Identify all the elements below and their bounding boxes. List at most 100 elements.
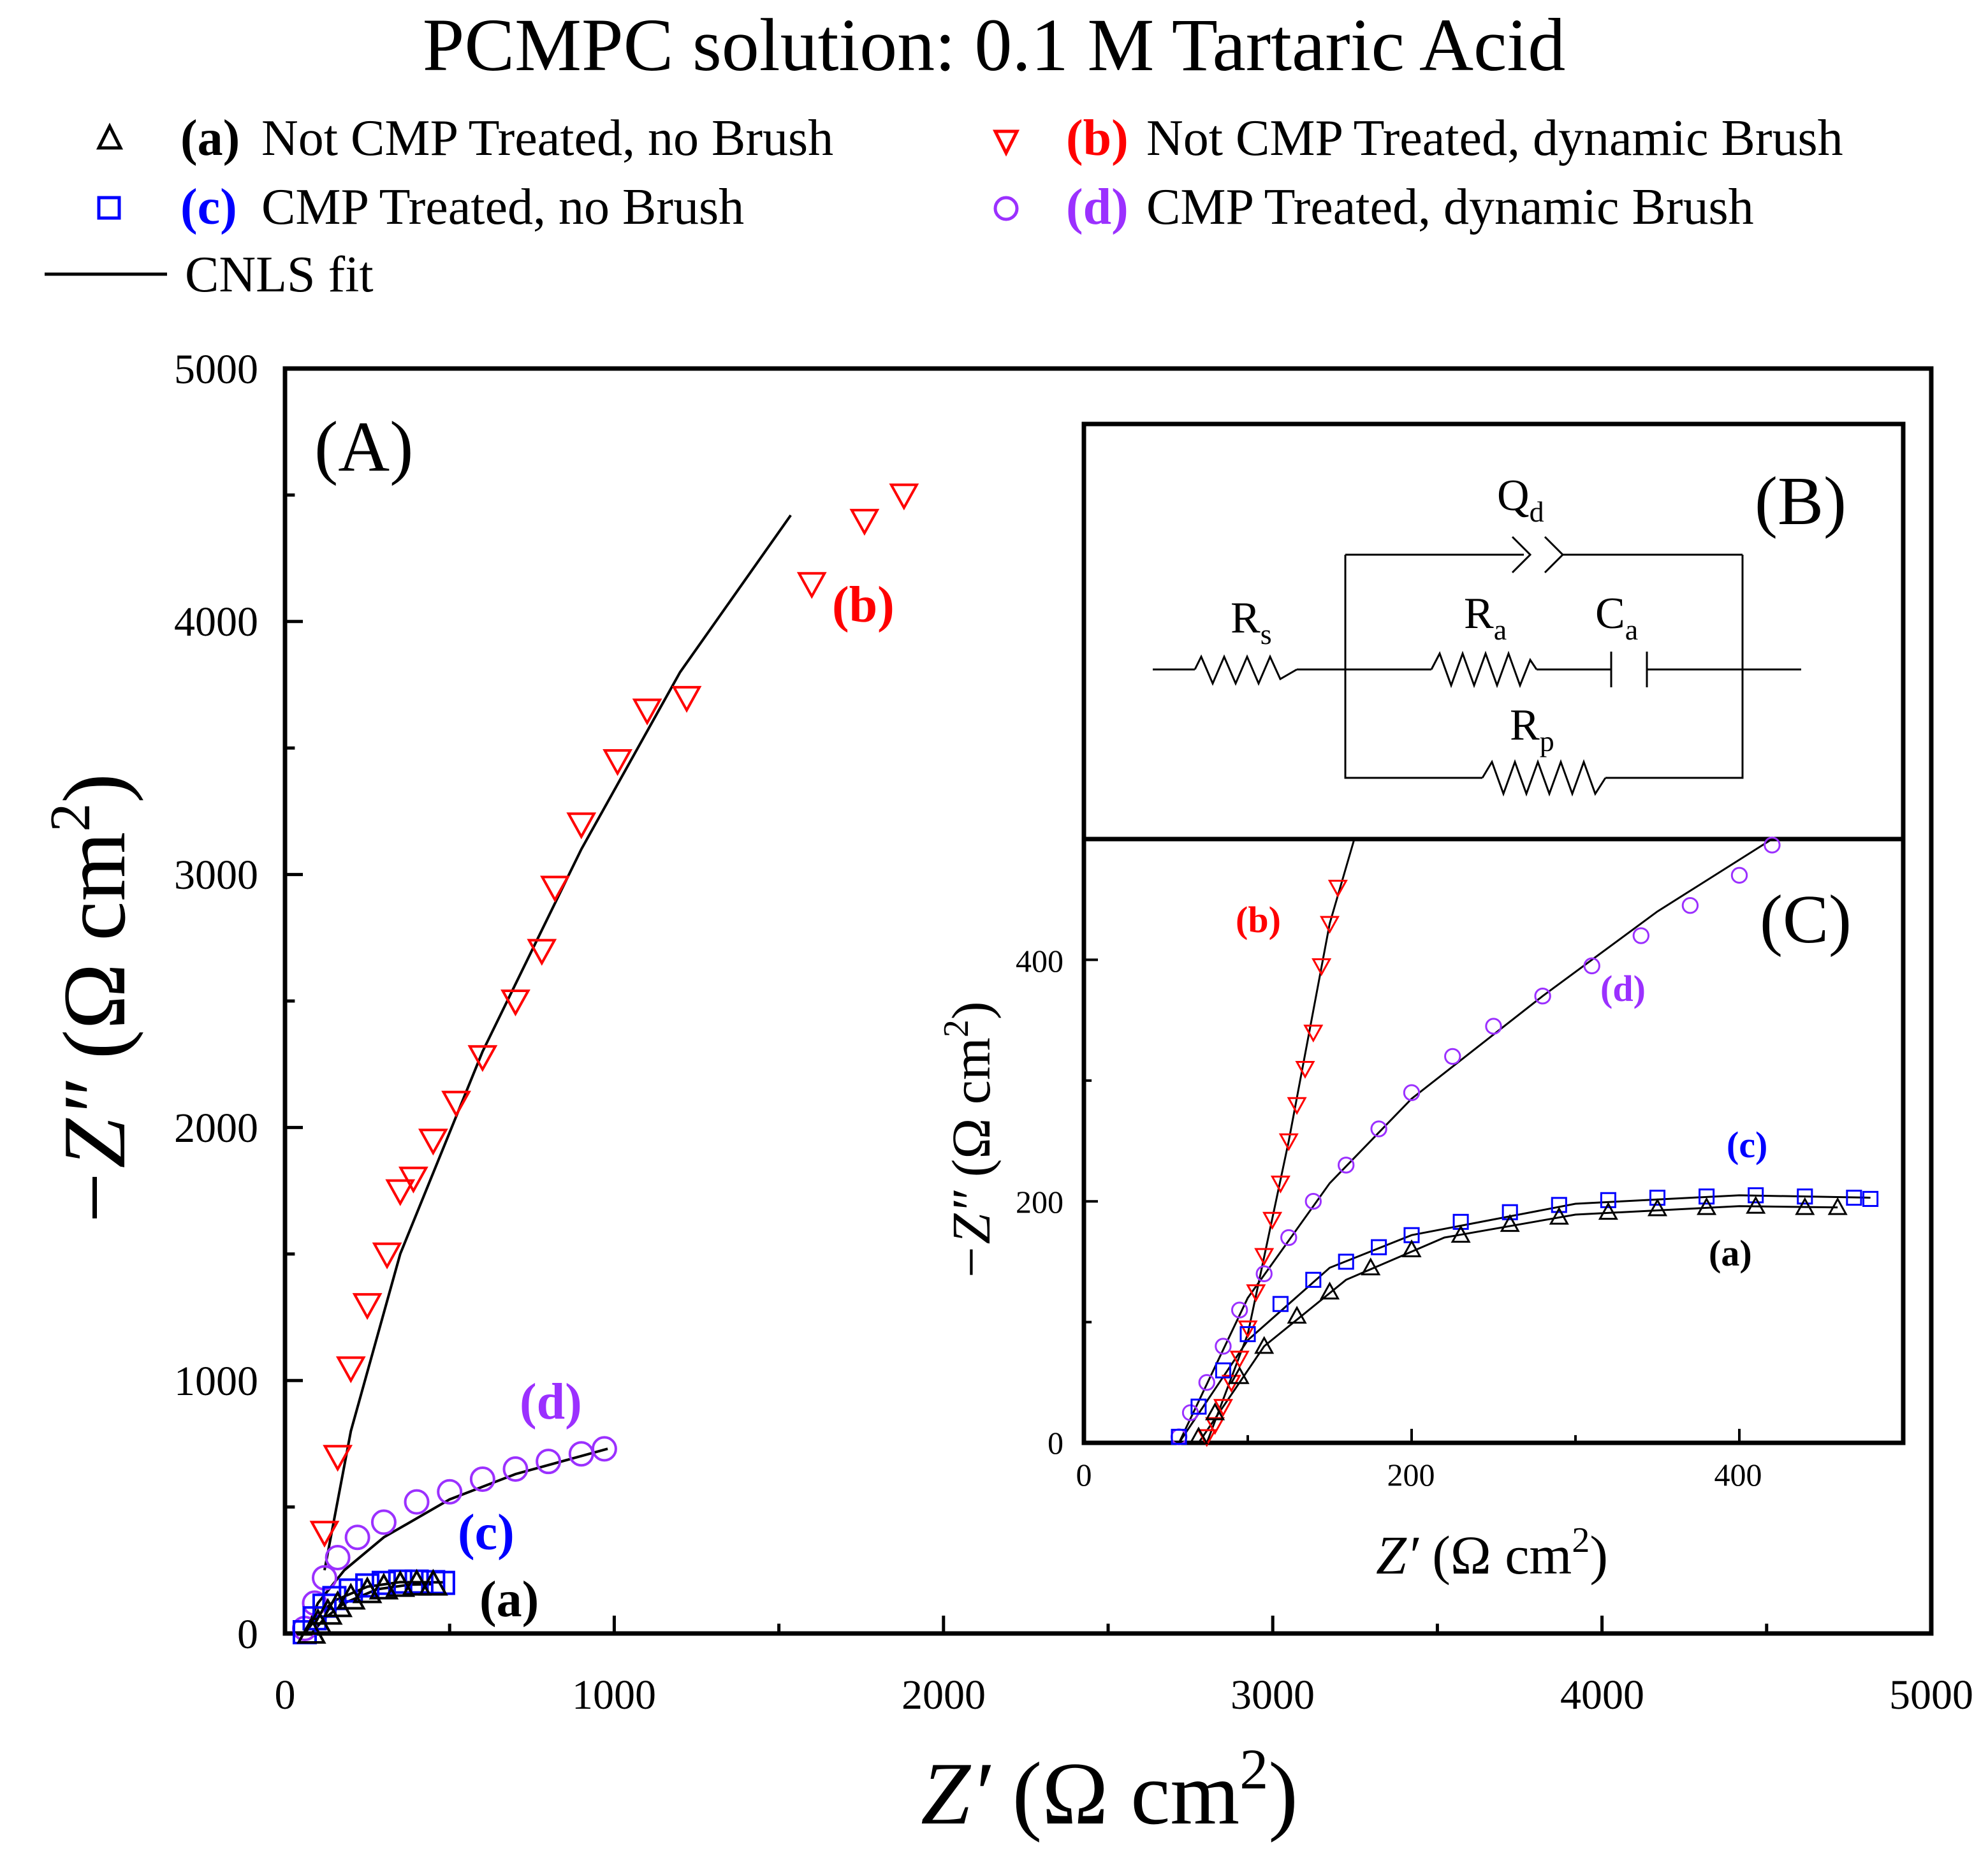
series-bnotcmptreateddynamicbrush (309, 483, 919, 1548)
main-x-axis-label: Z′ (Ω cm2) (921, 1738, 1298, 1843)
legend-entry-d: (d) CMP Treated, dynamic Brush (993, 179, 1754, 235)
data-point (1549, 1206, 1569, 1225)
data-point (309, 1521, 340, 1548)
series-a (1188, 1195, 1848, 1445)
legend-entry-b: (b) Not CMP Treated, dynamic Brush (992, 110, 1843, 166)
data-point (1205, 1417, 1225, 1435)
figure-title: PCMPC solution: 0.1 M Tartaric Acid (423, 3, 1565, 87)
data-point (1649, 1189, 1666, 1206)
data-point (1327, 879, 1348, 898)
data-point (1198, 1374, 1215, 1391)
circuit-wire (1605, 555, 1744, 779)
data-point (527, 939, 557, 966)
data-point (889, 483, 919, 511)
data-point (1238, 1320, 1258, 1339)
data-point (1213, 1399, 1233, 1417)
fit-curve (303, 1447, 608, 1634)
data-point (1305, 1193, 1322, 1210)
curve-label-a: (a) (479, 1572, 539, 1628)
data-point (1797, 1188, 1813, 1205)
legend-tag-a: (a) (180, 110, 240, 166)
data-point (1246, 1284, 1266, 1303)
data-point (1730, 866, 1748, 884)
data-point (1371, 1239, 1387, 1255)
data-point (303, 1608, 333, 1635)
legend-text-fit: CNLS fit (185, 247, 374, 303)
data-point (1403, 1084, 1421, 1101)
inset-x-tick-label: 200 (1387, 1457, 1435, 1493)
data-point (296, 1616, 326, 1644)
data-point (402, 1568, 432, 1596)
data-point (1254, 1248, 1275, 1266)
data-point (502, 1456, 529, 1482)
series-anotcmptreatednobrush (296, 1568, 448, 1644)
circle-marker-icon (993, 196, 1019, 221)
data-point (418, 1568, 448, 1596)
inset-curve-label-d: (d) (1600, 968, 1646, 1009)
data-point (603, 749, 632, 777)
data-point (1229, 1350, 1250, 1369)
data-point (1551, 1197, 1567, 1213)
data-point (1846, 1189, 1862, 1206)
data-point (1262, 1211, 1283, 1230)
inset-curve-label-c: (c) (1727, 1124, 1767, 1165)
data-point (1681, 896, 1699, 914)
legend-text-c: CMP Treated, no Brush (261, 179, 744, 235)
data-point (1502, 1204, 1518, 1220)
inset-curve-label-a: (a) (1709, 1232, 1752, 1274)
main-x-tick-labels: 0 1000 2000 3000 4000 5000 (275, 1672, 1974, 1718)
data-point (1272, 1296, 1289, 1312)
data-point (1312, 958, 1332, 976)
data-point (1764, 837, 1781, 854)
data-point (1254, 1336, 1275, 1354)
data-point (398, 1166, 428, 1194)
data-point (671, 685, 702, 713)
data-point (1188, 1426, 1209, 1445)
fit-curve (1178, 1194, 1871, 1443)
y-tick-label: 0 (237, 1611, 258, 1658)
data-point (1697, 1197, 1717, 1215)
data-point (1231, 1301, 1248, 1319)
y-tick-label: 3000 (174, 852, 258, 898)
data-point (352, 1576, 383, 1604)
x-tick-label: 2000 (902, 1672, 986, 1718)
data-point (1746, 1195, 1766, 1214)
x-tick-label: 1000 (572, 1672, 656, 1718)
data-point (1795, 1197, 1815, 1215)
x-tick-label: 0 (275, 1672, 296, 1718)
cpe-left-plate-icon (1511, 536, 1532, 574)
x-tick-label: 5000 (1889, 1672, 1973, 1718)
data-point (369, 1572, 399, 1600)
data-point (591, 1436, 617, 1462)
legend-tag-b: (b) (1066, 110, 1129, 166)
resistor-rs-icon (1194, 654, 1297, 686)
circuit-wire (1344, 555, 1482, 779)
inset-x-tick-label: 400 (1714, 1457, 1762, 1493)
data-point (1171, 1428, 1187, 1445)
data-point (467, 1045, 498, 1072)
panel-label-a: (A) (314, 407, 413, 486)
circuit-label-rs: Rs (1231, 594, 1272, 650)
data-point (437, 1479, 463, 1505)
data-point (1500, 1214, 1520, 1232)
data-point (1600, 1192, 1616, 1208)
data-point (1303, 1025, 1324, 1043)
fit-curve (1197, 1205, 1838, 1443)
data-point (1338, 1253, 1354, 1270)
data-point (1287, 1306, 1307, 1324)
data-point (1270, 1175, 1290, 1194)
legend-text-b: Not CMP Treated, dynamic Brush (1146, 110, 1843, 166)
fit-curve (303, 1581, 443, 1635)
data-point (1255, 1265, 1273, 1283)
triangle-up-marker-icon (96, 122, 124, 150)
circuit-label-qd: Qd (1497, 471, 1544, 528)
curve-label-c: (c) (458, 1505, 515, 1561)
data-point (404, 1489, 430, 1515)
data-point (372, 1242, 402, 1269)
legend-text-a: Not CMP Treated, no Brush (261, 110, 833, 166)
data-point (536, 1449, 562, 1475)
x-tick-label: 4000 (1560, 1672, 1644, 1718)
data-point (632, 698, 662, 726)
data-point (312, 1598, 343, 1625)
